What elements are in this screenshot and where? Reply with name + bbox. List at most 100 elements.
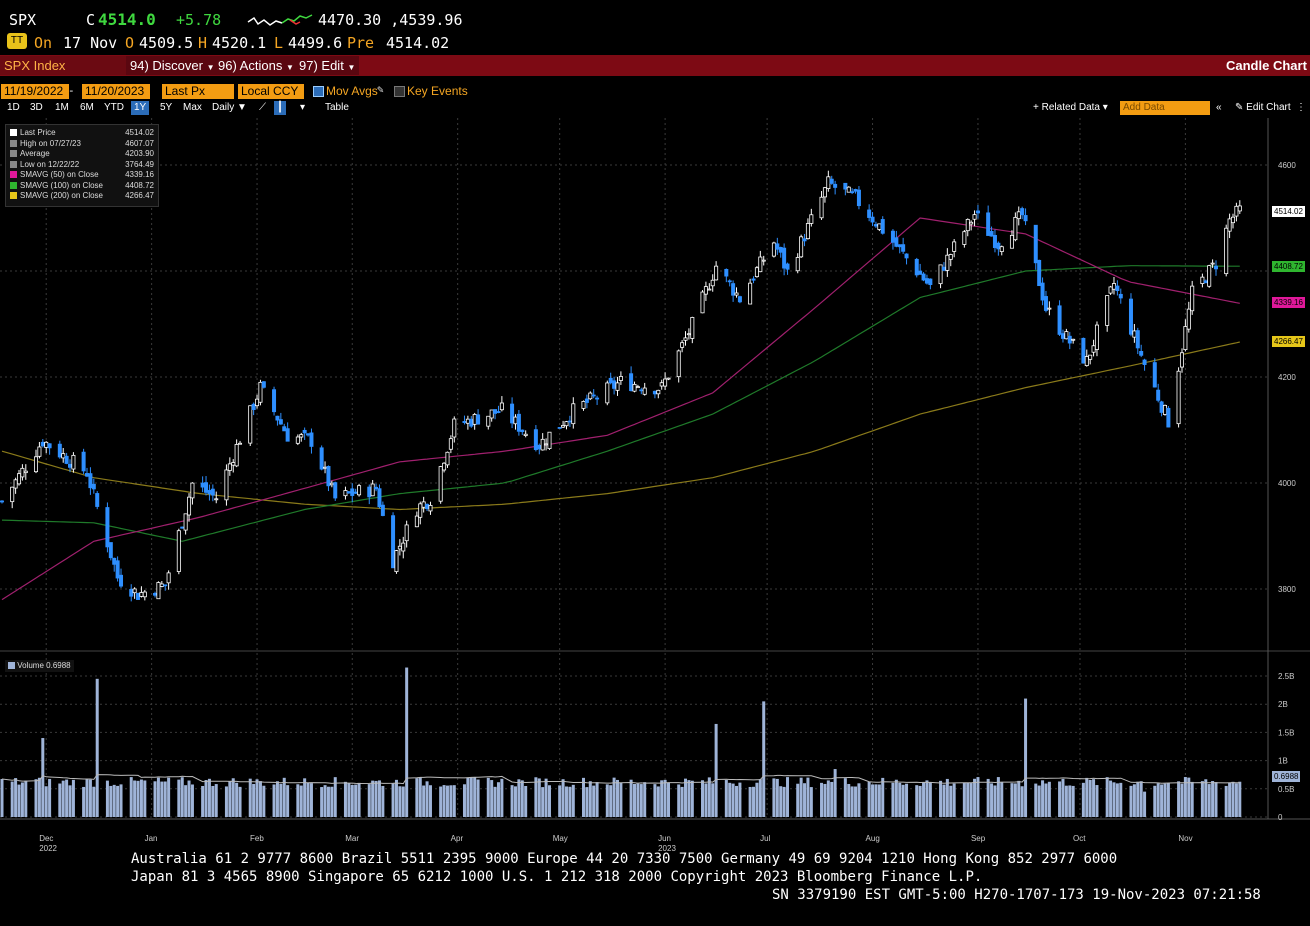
period-max[interactable]: Max [183,102,202,113]
volume-bar [1092,779,1096,817]
volume-bar [643,782,647,817]
volume-bar [398,786,402,817]
end-date-field[interactable]: 11/20/2023 [82,84,150,99]
tt-icon[interactable]: TT [7,33,27,49]
candle-body [105,507,110,548]
legend-value: 4607.07 [125,138,154,148]
volume-bar [428,785,432,817]
volume-bar [1115,783,1119,817]
volume-bars [0,667,1242,817]
actions-menu[interactable]: 96) Actions ▼ [214,56,298,75]
candle-body [945,254,950,271]
frequency-select[interactable]: Daily ▼ [209,101,250,115]
frequency-label: Daily [212,102,235,113]
pencil-icon[interactable]: ✎ [377,83,384,96]
candle-body [581,401,586,409]
candle-body [1013,216,1018,241]
volume-bar [1214,782,1218,817]
volume-bar [1037,785,1041,817]
period-5y[interactable]: 5Y [160,102,173,113]
volume-bar [204,780,208,817]
line-chart-icon[interactable]: ⟋ [259,102,266,113]
more-icon[interactable]: ⋮ [1296,102,1306,113]
candle-body [282,426,287,432]
period-1d[interactable]: 1D [7,102,20,113]
mov-avgs-label[interactable]: Mov Avgs [326,84,378,98]
volume-tick-label: 0.5B [1278,785,1294,794]
table-button[interactable]: Table [325,102,349,113]
volume-bar [1228,782,1232,817]
legend-label: SMAVG (100) on Close [20,180,103,190]
period-3d[interactable]: 3D [30,102,43,113]
period-ytd[interactable]: YTD [104,102,124,113]
discover-menu[interactable]: 94) Discover ▼ [126,56,219,75]
volume-bar [1180,783,1184,817]
collapse-icon[interactable]: « [1216,102,1222,113]
volume-bar [1085,777,1089,817]
candle-body [853,189,858,192]
volume-bar [214,784,218,817]
candle-body [724,268,729,277]
period-1m[interactable]: 1M [55,102,69,113]
candle-body [323,466,328,469]
candle-body [1224,227,1229,275]
candle-body [224,469,229,501]
volume-legend-label: Volume 0.6988 [17,661,71,670]
low-value: 4499.6 [288,34,343,52]
candle-body [659,382,664,387]
volume-bar [1061,778,1065,817]
ticker: SPX [9,11,37,29]
candle-body [306,433,311,436]
month-label: Aug [866,834,880,843]
candle-body [472,414,477,425]
key-events-label[interactable]: Key Events [407,84,468,98]
candle-body [142,591,147,598]
volume-bar [1166,783,1170,817]
volume-bar [636,783,640,817]
volume-bar [874,784,878,817]
currency-select[interactable]: Local CCY [238,84,304,99]
edit-menu[interactable]: 97) Edit ▼ [295,56,360,75]
edit-chart-button[interactable]: ✎ Edit Chart [1235,102,1291,113]
volume-bar [1109,780,1113,817]
volume-bar [282,777,286,817]
quote-date: 17 Nov [63,34,118,52]
add-data-input[interactable]: Add Data [1120,101,1210,115]
candle-body [652,390,657,395]
candle-body [10,486,15,503]
security-field[interactable]: SPX Index [0,56,126,75]
chevron-down-icon[interactable]: ▾ [300,102,306,113]
volume-bar [418,777,422,817]
candle-body [465,418,470,424]
related-data-menu[interactable]: + Related Data ▾ [1033,102,1108,113]
volume-bar [942,784,946,817]
legend-label: SMAVG (200) on Close [20,191,103,200]
candle-body [91,483,96,490]
period-6m[interactable]: 6M [80,102,94,113]
key-events-checkbox[interactable] [394,86,405,97]
pre-label: Pre [347,34,375,52]
edit-label: 97) Edit [299,58,344,73]
candle-body [1020,208,1025,216]
candle-body [139,592,144,597]
field-select[interactable]: Last Px [162,84,234,99]
period-1y[interactable]: 1Y [131,101,150,115]
mov-avgs-checkbox[interactable] [313,86,324,97]
candle-body [367,486,372,498]
candle-body [346,491,351,494]
candle-body [1111,283,1116,290]
legend-label: Last Price [20,128,56,137]
volume-bar [1041,780,1045,817]
candle-body [1043,296,1048,311]
candle-body [17,473,22,485]
candle-body [418,503,423,518]
volume-bar [299,785,303,817]
volume-bar [88,779,92,817]
start-date-field[interactable]: 11/19/2022 [1,84,69,99]
candle-body [700,291,705,314]
candle-body [1115,285,1120,292]
candle-body [493,409,498,414]
volume-bar [235,782,239,817]
candle-body [656,389,661,395]
candle-chart-icon[interactable]: ┃ [274,101,287,115]
